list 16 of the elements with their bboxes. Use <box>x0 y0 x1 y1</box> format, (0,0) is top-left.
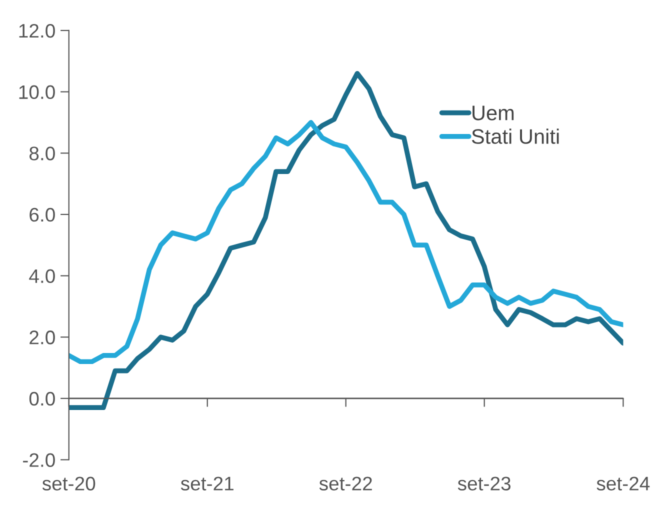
y-tick-label: 10.0 <box>19 85 55 100</box>
x-tick-label: set-22 <box>319 476 372 490</box>
legend-label: Uem <box>472 106 514 120</box>
legend-label: Stati Uniti <box>472 128 559 144</box>
y-tick-label: 12.0 <box>19 24 55 38</box>
x-tick-label: set-20 <box>42 476 96 490</box>
line-series <box>68 120 624 364</box>
y-tick-label: 2.0 <box>30 330 55 344</box>
x-tick-label: set-23 <box>458 476 511 490</box>
y-tick-label: 8.0 <box>30 146 55 160</box>
y-tick-label: -2.0 <box>23 453 55 467</box>
x-tick-label: set-24 <box>596 476 650 490</box>
y-tick-label: 6.0 <box>30 208 55 222</box>
y-tick-label: 4.0 <box>29 269 55 284</box>
x-tick-label: set-21 <box>180 476 234 490</box>
y-tick-label: 0.0 <box>29 392 55 406</box>
